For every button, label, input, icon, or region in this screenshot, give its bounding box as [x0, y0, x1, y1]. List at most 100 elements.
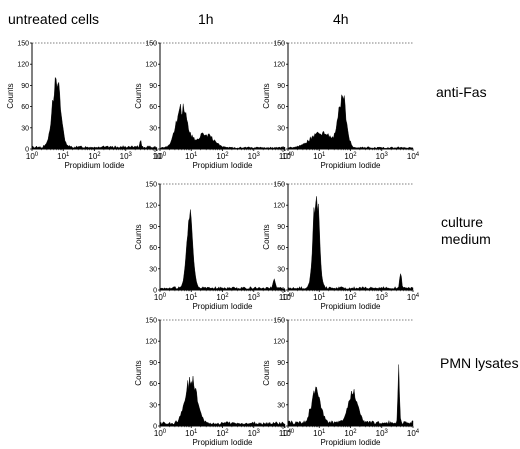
- y-tick-label: 0: [281, 147, 285, 154]
- y-tick-label: 30: [149, 125, 157, 132]
- x-axis-label: Propidium Iodide: [192, 302, 253, 311]
- x-tick-label: 101: [57, 152, 70, 161]
- y-tick-label: 0: [281, 424, 285, 431]
- x-tick-label: 104: [279, 293, 292, 302]
- histogram-area: [287, 94, 414, 150]
- histogram-area: [287, 364, 414, 427]
- x-tick-label: 102: [216, 293, 229, 302]
- y-tick-label: 150: [145, 41, 157, 48]
- y-axis-label: Counts: [262, 224, 271, 249]
- histogram-area: [159, 103, 286, 150]
- row-label-culture-medium: culture medium: [441, 214, 491, 247]
- x-tick-label: 100: [154, 152, 167, 161]
- y-tick-label: 30: [21, 125, 29, 132]
- column-header-1h: 1h: [198, 11, 214, 27]
- row-label-anti-fas: anti-Fas: [436, 84, 487, 100]
- y-tick-label: 90: [21, 83, 29, 90]
- x-tick-label: 101: [313, 152, 326, 161]
- y-tick-label: 30: [149, 402, 157, 409]
- column-header-4h: 4h: [333, 11, 349, 27]
- y-tick-label: 120: [273, 339, 285, 346]
- y-tick-label: 30: [149, 266, 157, 273]
- x-tick-label: 102: [216, 429, 229, 438]
- x-tick-label: 104: [407, 152, 420, 161]
- y-tick-label: 0: [153, 424, 157, 431]
- y-tick-label: 0: [281, 288, 285, 295]
- y-tick-label: 120: [145, 203, 157, 210]
- y-axis-label: Counts: [6, 83, 15, 108]
- x-tick-label: 100: [26, 152, 39, 161]
- x-tick-label: 103: [376, 429, 389, 438]
- y-tick-label: 0: [25, 147, 29, 154]
- row-label-pmn-lysates: PMN lysates: [440, 355, 519, 371]
- y-tick-label: 90: [277, 360, 285, 367]
- x-tick-label: 101: [313, 429, 326, 438]
- panel-pmn-lysates-1h: 0 30 60 90 120 150 100 101 102 103 104 Propidium Io…: [134, 318, 292, 448]
- y-tick-label: 90: [277, 224, 285, 231]
- x-tick-label: 104: [407, 293, 420, 302]
- y-tick-label: 30: [277, 402, 285, 409]
- y-tick-label: 120: [145, 339, 157, 346]
- histogram-area: [159, 376, 286, 427]
- x-tick-label: 103: [120, 152, 133, 161]
- x-tick-label: 102: [344, 293, 357, 302]
- x-tick-label: 102: [88, 152, 101, 161]
- y-tick-label: 120: [17, 62, 29, 69]
- y-tick-label: 60: [149, 381, 157, 388]
- y-tick-label: 120: [273, 62, 285, 69]
- x-axis-label: Propidium Iodide: [320, 302, 381, 311]
- x-tick-label: 101: [185, 293, 198, 302]
- x-tick-label: 101: [313, 293, 326, 302]
- y-tick-label: 150: [17, 41, 29, 48]
- y-tick-label: 150: [273, 318, 285, 325]
- y-tick-label: 120: [145, 62, 157, 69]
- y-tick-label: 60: [149, 245, 157, 252]
- y-axis-label: Counts: [262, 83, 271, 108]
- y-axis-label: Counts: [134, 360, 143, 385]
- y-tick-label: 30: [277, 125, 285, 132]
- x-tick-label: 100: [154, 293, 167, 302]
- panel-culture-medium-1h: 0 30 60 90 120 150 100 101 102 103 104 Propidium Io…: [134, 182, 292, 312]
- x-tick-label: 100: [282, 152, 295, 161]
- y-tick-label: 150: [145, 318, 157, 325]
- y-tick-label: 0: [153, 288, 157, 295]
- x-tick-label: 100: [282, 293, 295, 302]
- x-tick-label: 103: [248, 152, 261, 161]
- y-tick-label: 60: [277, 104, 285, 111]
- y-tick-label: 60: [149, 104, 157, 111]
- y-tick-label: 150: [273, 41, 285, 48]
- y-tick-label: 30: [277, 266, 285, 273]
- histogram-area: [287, 196, 414, 291]
- y-tick-label: 0: [153, 147, 157, 154]
- x-tick-label: 103: [248, 429, 261, 438]
- panel-culture-medium-4h: 0 30 60 90 120 150 100 101 102 103 104 Propidium Io…: [262, 182, 420, 312]
- y-tick-label: 120: [273, 203, 285, 210]
- x-tick-label: 103: [248, 293, 261, 302]
- x-tick-label: 102: [344, 152, 357, 161]
- x-axis-label: Propidium Iodide: [192, 438, 253, 447]
- x-axis-label: Propidium Iodide: [192, 161, 253, 170]
- x-tick-label: 100: [154, 429, 167, 438]
- y-tick-label: 90: [149, 360, 157, 367]
- x-tick-label: 103: [376, 152, 389, 161]
- y-tick-label: 60: [21, 104, 29, 111]
- histogram-area: [159, 209, 286, 291]
- x-tick-label: 104: [407, 429, 420, 438]
- y-tick-label: 60: [277, 245, 285, 252]
- y-tick-label: 150: [145, 182, 157, 189]
- y-tick-label: 90: [149, 224, 157, 231]
- x-tick-label: 103: [376, 293, 389, 302]
- y-tick-label: 90: [277, 83, 285, 90]
- x-axis-label: Propidium Iodide: [320, 161, 381, 170]
- x-tick-label: 102: [344, 429, 357, 438]
- x-tick-label: 104: [279, 152, 292, 161]
- y-axis-label: Counts: [134, 83, 143, 108]
- y-axis-label: Counts: [262, 360, 271, 385]
- x-axis-label: Propidium Iodide: [320, 438, 381, 447]
- x-tick-label: 104: [279, 429, 292, 438]
- x-tick-label: 10: [153, 152, 162, 161]
- panel-anti-fas-4h: 0 30 60 90 120 150 100 101 102 103 104 Propidium Io…: [262, 41, 420, 171]
